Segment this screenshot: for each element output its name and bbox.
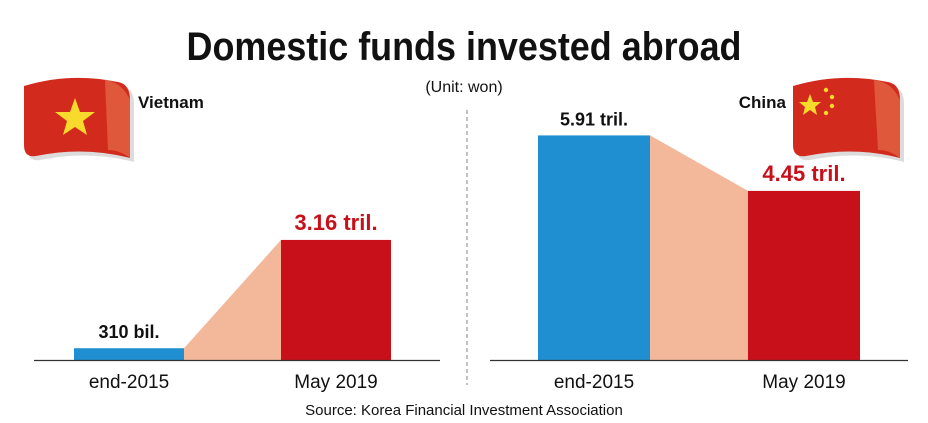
category-label: May 2019 [294,372,377,393]
unit-note: (Unit: won) [425,79,502,96]
trend-connector [184,239,281,360]
panel-title-china: China [739,93,787,112]
category-label: end-2015 [554,372,634,393]
chart-title: Domestic funds invested abroad [187,25,742,69]
data-label: 5.91 tril. [560,109,628,129]
bar-layer [74,135,860,360]
label-layer: 310 bil. end-2015 3.16 tril. May 2019 5.91 t… [89,109,846,393]
bar-end-2015 [538,135,650,360]
china-flag-icon [793,77,904,162]
trend-connector [650,135,748,360]
data-label: 3.16 tril. [294,210,377,235]
data-label: 4.45 tril. [762,161,845,186]
connector-layer [184,135,748,360]
panel-title-vietnam: Vietnam [138,93,204,112]
bar-end-2015 [74,348,184,360]
category-label: May 2019 [762,372,845,393]
vietnam-flag-icon [24,77,134,162]
source-note: Source: Korea Financial Investment Assoc… [305,402,623,419]
bar-may-2019 [748,190,860,360]
category-label: end-2015 [89,372,169,393]
bar-may-2019 [281,239,391,360]
data-label: 310 bil. [98,322,159,342]
